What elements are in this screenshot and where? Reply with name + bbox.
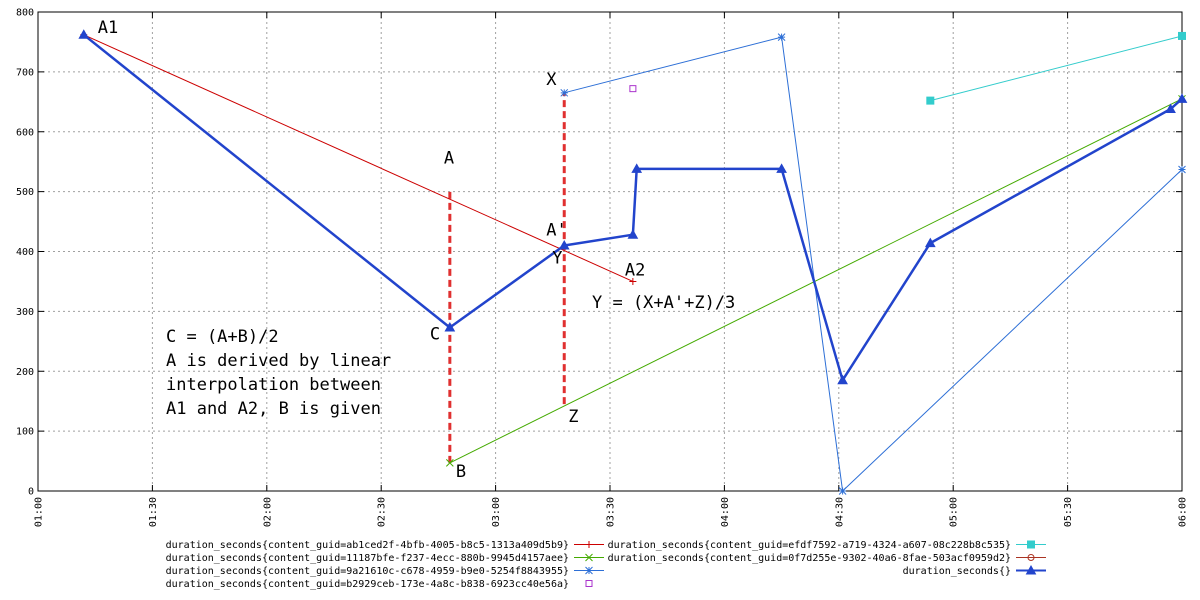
annotation-label: A	[444, 149, 454, 169]
x-tick-label: 03:00	[491, 497, 502, 527]
annotation-label: A2	[625, 260, 645, 280]
open-square-marker	[585, 580, 593, 587]
triangle-marker	[558, 239, 570, 250]
plus-marker	[629, 277, 637, 285]
x-tick-label: 03:30	[606, 497, 617, 527]
triangle-marker	[627, 229, 639, 239]
annotations: A1 A C B X A' Y Z A2 Y = (X+A'+Z)/3	[98, 18, 736, 482]
legend-label: duration_seconds{content_guid=efdf7592-a…	[608, 540, 1011, 551]
x-marker	[585, 553, 593, 562]
triangle-marker	[837, 374, 848, 385]
note-line: interpolation between	[166, 375, 381, 395]
y-tick-label: 500	[16, 187, 34, 198]
x-tick-label: 05:00	[949, 497, 960, 527]
annotation-label: X	[546, 70, 557, 90]
annotation-label: Y	[552, 249, 562, 269]
series-line	[83, 34, 634, 282]
y-tick-label: 700	[16, 67, 34, 78]
grid	[38, 12, 1182, 491]
y-tick-label: 200	[16, 367, 34, 378]
annotation-label: A'	[546, 221, 566, 241]
x-marker	[445, 459, 454, 467]
x-tick-label: 04:00	[720, 497, 731, 527]
note-line: A1 and A2, B is given	[166, 399, 381, 419]
legend-label: duration_seconds{content_guid=11187bfe-f…	[166, 553, 569, 564]
y-tick-label: 300	[16, 307, 34, 318]
plus-marker	[585, 541, 593, 548]
series-line	[449, 98, 1183, 464]
y-tick-label: 600	[16, 127, 34, 138]
triangle-marker	[924, 237, 936, 248]
series-line	[930, 35, 1183, 102]
axes	[37, 11, 1183, 492]
x-tick-label: 01:30	[148, 497, 159, 527]
legend-label: duration_seconds{content_guid=b2929ceb-1…	[166, 579, 569, 590]
filled-square-marker	[1178, 31, 1186, 40]
plot-frame	[37, 11, 1183, 492]
legend-label: duration_seconds{content_guid=0f7d255e-9…	[608, 553, 1011, 564]
star-marker	[777, 33, 786, 42]
note-line: C = (A+B)/2	[166, 327, 279, 347]
series-group	[78, 29, 1188, 495]
star-marker	[560, 88, 569, 97]
x-tick-label: 01:00	[34, 497, 45, 527]
y-tick-label: 0	[28, 487, 34, 498]
series-line	[564, 36, 1183, 492]
annotation-formula: Y = (X+A'+Z)/3	[592, 293, 735, 313]
circle-marker	[1027, 554, 1035, 561]
x-tick-labels: 01:00 01:30 02:00 02:30 03:00 03:30 04:00 04:30…	[34, 497, 1189, 527]
triangle-marker	[78, 29, 90, 39]
x-tick-label: 02:00	[262, 497, 273, 527]
annotation-label: A1	[98, 18, 118, 38]
note-line: A is derived by linear	[166, 351, 391, 371]
triangle-marker	[776, 163, 787, 173]
y-tick-label: 800	[16, 8, 34, 19]
legend-label: duration_seconds{}	[903, 566, 1011, 577]
triangle-marker	[1176, 93, 1188, 103]
annotation-label: C	[430, 325, 440, 345]
legend-label: duration_seconds{content_guid=ab1ced2f-4…	[166, 540, 569, 551]
y-tick-label: 100	[16, 427, 34, 438]
series-line	[83, 33, 1183, 382]
annotation-label: Z	[568, 407, 578, 427]
y-tick-labels: 0 100 200 300 400 500 600 700 800	[16, 8, 34, 498]
legend[interactable]: duration_seconds{content_guid=ab1ced2f-4…	[166, 540, 1046, 590]
open-square-marker	[629, 85, 637, 93]
triangle-marker	[444, 322, 456, 332]
filled-square-marker	[926, 96, 935, 105]
annotation-label: B	[456, 462, 466, 482]
star-marker	[1178, 165, 1186, 174]
star-marker	[838, 487, 847, 495]
legend-label: duration_seconds{content_guid=9a21610c-c…	[166, 566, 569, 577]
triangle-marker	[631, 163, 643, 173]
triangle-marker	[1025, 564, 1037, 575]
triangle-marker	[1165, 103, 1176, 113]
x-tick-label: 05:30	[1063, 497, 1074, 527]
x-tick-label: 06:00	[1178, 497, 1189, 527]
note-text: C = (A+B)/2 A is derived by linear interpo…	[166, 327, 391, 419]
x-tick-label: 02:30	[377, 497, 388, 527]
y-tick-label: 400	[16, 247, 34, 258]
star-marker	[585, 566, 593, 575]
x-tick-label: 04:30	[834, 497, 845, 527]
filled-square-marker	[1027, 540, 1035, 549]
